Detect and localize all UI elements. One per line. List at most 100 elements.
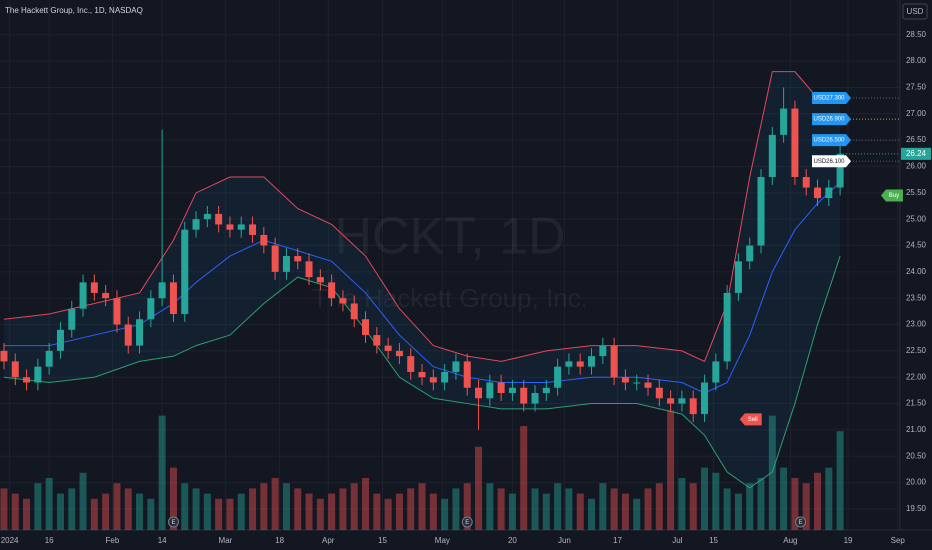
candle-body bbox=[260, 234, 268, 246]
x-tick-label: 15 bbox=[709, 536, 718, 545]
volume-bar bbox=[158, 415, 166, 530]
volume-bar bbox=[169, 467, 177, 530]
candle-body bbox=[90, 282, 98, 293]
candle-body bbox=[215, 213, 223, 225]
y-tick-label: 28.50 bbox=[906, 30, 927, 39]
x-tick-label: 17 bbox=[613, 536, 622, 545]
y-tick-label: 25.50 bbox=[906, 188, 927, 197]
volume-bar bbox=[181, 483, 189, 530]
volume-bar bbox=[475, 446, 483, 530]
candle-body bbox=[712, 361, 720, 383]
volume-bar bbox=[23, 498, 31, 530]
volume-bar bbox=[328, 493, 336, 530]
volume-bar bbox=[678, 478, 686, 530]
volume-bar bbox=[802, 483, 810, 530]
currency-box[interactable] bbox=[902, 3, 928, 20]
volume-bar bbox=[249, 488, 257, 530]
candle-body bbox=[11, 361, 19, 378]
volume-bar bbox=[282, 483, 290, 530]
candle-body bbox=[452, 361, 460, 372]
candle-body bbox=[68, 308, 76, 330]
candle-body bbox=[757, 177, 765, 246]
candle-body bbox=[734, 261, 742, 293]
x-tick-label: 18 bbox=[275, 536, 284, 545]
volume-bar bbox=[621, 493, 629, 530]
candle-body bbox=[249, 224, 257, 235]
volume-bar bbox=[102, 493, 110, 530]
x-tick-label: Jul bbox=[672, 536, 682, 545]
volume-bar bbox=[599, 483, 607, 530]
watermark-subtitle: The Hackett Group, Inc. bbox=[312, 283, 588, 313]
band-lower bbox=[3, 255, 841, 489]
event-label: E bbox=[171, 520, 175, 526]
y-tick-label: 24.00 bbox=[906, 267, 927, 276]
volume-bar bbox=[56, 493, 64, 530]
volume-bar bbox=[226, 498, 234, 530]
watermark: HCKT, 1D bbox=[334, 208, 565, 266]
candle-body bbox=[814, 187, 822, 199]
candle-body bbox=[836, 153, 844, 188]
volume-bar bbox=[429, 493, 437, 530]
y-tick-label: 22.50 bbox=[906, 346, 927, 355]
candle-body bbox=[181, 229, 189, 314]
band-upper bbox=[3, 71, 841, 363]
candle-body bbox=[531, 393, 539, 404]
candle-body bbox=[542, 387, 550, 394]
volume-bar bbox=[531, 488, 539, 530]
volume-bar bbox=[746, 483, 754, 530]
volume-bar bbox=[237, 493, 245, 530]
x-tick-label: May bbox=[435, 536, 450, 545]
volume-bar bbox=[294, 488, 302, 530]
volume-bar bbox=[362, 478, 370, 530]
level-label: USD26.900 bbox=[813, 117, 845, 123]
candle-body bbox=[723, 292, 731, 362]
candle-body bbox=[203, 213, 211, 220]
candle-body bbox=[124, 324, 132, 346]
volume-bar bbox=[203, 493, 211, 530]
candle-body bbox=[407, 356, 415, 372]
volume-bar bbox=[723, 488, 731, 530]
volume-bar bbox=[689, 483, 697, 530]
volume-bar bbox=[825, 467, 833, 530]
volume-bar bbox=[215, 498, 223, 530]
volume-bar bbox=[418, 483, 426, 530]
volume-bar bbox=[814, 472, 822, 530]
candle-body bbox=[429, 377, 437, 383]
y-tick-label: 26.00 bbox=[906, 162, 927, 171]
volume-bar bbox=[339, 488, 347, 530]
last-price-label: 26.24 bbox=[906, 149, 927, 158]
candle-body bbox=[192, 219, 200, 230]
volume-bar bbox=[486, 483, 494, 530]
candle-body bbox=[780, 108, 788, 135]
event-icon bbox=[461, 516, 473, 528]
candle-body bbox=[282, 256, 290, 272]
x-tick-label: Apr bbox=[322, 536, 335, 545]
event-label: E bbox=[465, 520, 469, 526]
candle-body bbox=[136, 319, 144, 346]
candle-body bbox=[565, 361, 573, 367]
volume-bar bbox=[610, 488, 618, 530]
x-tick-label: Feb bbox=[106, 536, 120, 545]
volume-bar bbox=[395, 493, 403, 530]
candle-body bbox=[418, 371, 426, 378]
volume-bar bbox=[34, 483, 42, 530]
volume-bar bbox=[576, 493, 584, 530]
event-icon bbox=[795, 516, 807, 528]
y-tick-label: 26.50 bbox=[906, 135, 927, 144]
candle-body bbox=[362, 319, 370, 336]
volume-bar bbox=[655, 483, 663, 530]
candle-body bbox=[554, 366, 562, 388]
x-tick-label: 16 bbox=[45, 536, 54, 545]
candle-body bbox=[169, 282, 177, 314]
volume-bar bbox=[407, 488, 415, 530]
y-tick-label: 22.00 bbox=[906, 372, 927, 381]
candle-body bbox=[825, 187, 833, 199]
volume-bar bbox=[350, 483, 358, 530]
volume-bar bbox=[373, 493, 381, 530]
volume-bar bbox=[542, 493, 550, 530]
y-tick-label: 24.50 bbox=[906, 241, 927, 250]
volume-bar bbox=[79, 472, 87, 530]
candle-body bbox=[395, 350, 403, 357]
candle-body bbox=[746, 245, 754, 262]
